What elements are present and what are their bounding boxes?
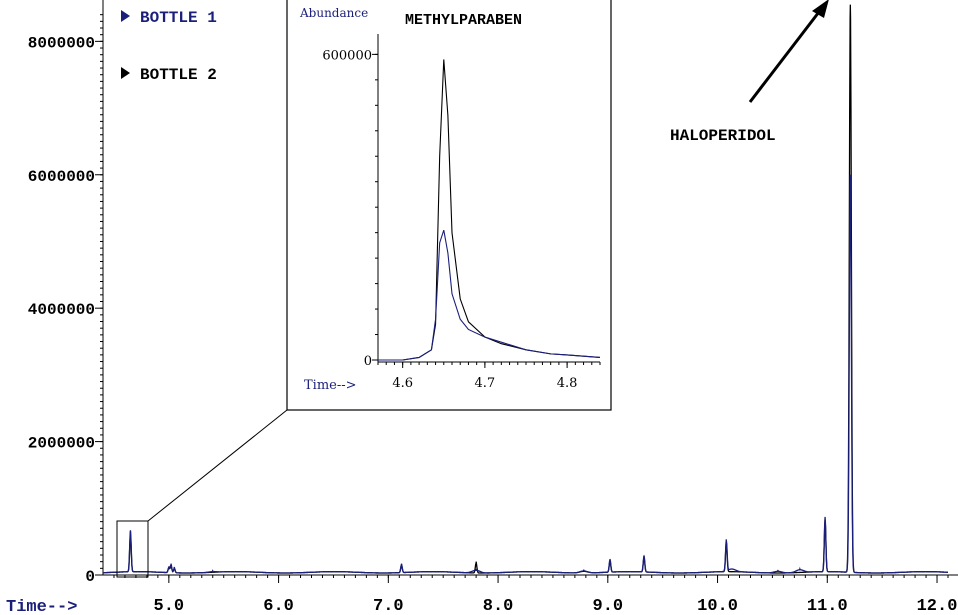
inset-series-line-bottle-1 <box>378 229 601 361</box>
inset-frame <box>286 0 612 411</box>
inset-title: METHYLPARABEN <box>405 12 522 29</box>
annotation-arrow-line <box>748 7 824 103</box>
x-tick-label: 8.0 <box>483 597 514 615</box>
y-tick-label: 8000000 <box>28 34 95 52</box>
y-tick-label: 2000000 <box>28 435 95 453</box>
x-axis-title: Time--> <box>6 598 77 615</box>
legend-item-bottle-1: BOTTLE 1 <box>121 9 217 27</box>
x-axis-ticks: 5.0 6.0 7.0 8.0 9.0 10.0 11.0 12.0 <box>154 575 958 615</box>
inset-chart: Abundance METHYLPARABEN 4.6 4.7 4.8 0 60000… <box>286 0 612 411</box>
zoom-region-box <box>116 520 149 578</box>
x-tick-label: 9.0 <box>593 597 624 615</box>
series-line-bottle-1 <box>102 174 949 574</box>
main-axes: 5.0 6.0 7.0 8.0 9.0 10.0 11.0 12.0 0 2000000 4000… <box>28 0 958 615</box>
x-tick-label: 12.0 <box>917 597 958 615</box>
main-minor-ticks <box>100 14 949 578</box>
inset-y-tick-label: 0 <box>364 354 372 369</box>
x-tick-label: 6.0 <box>263 597 294 615</box>
inset-x-tick-label: 4.8 <box>557 376 578 391</box>
inset-y-axis-title: Abundance <box>299 6 368 20</box>
legend-label-bottle-2: BOTTLE 2 <box>140 66 217 84</box>
legend-item-bottle-2: BOTTLE 2 <box>121 66 217 84</box>
legend: BOTTLE 1 BOTTLE 2 <box>121 9 217 84</box>
annotation-arrow-head <box>812 0 829 18</box>
main-series-group <box>102 4 949 574</box>
x-tick-label: 7.0 <box>373 597 404 615</box>
inset-x-axis-title: Time--> <box>304 378 357 393</box>
zoom-connector-line <box>147 409 288 522</box>
inset-y-axis-ticks: 0 600000 <box>322 48 378 369</box>
y-axis-ticks: 0 2000000 4000000 6000000 8000000 <box>28 34 103 586</box>
x-tick-label: 5.0 <box>154 597 185 615</box>
y-tick-label: 4000000 <box>28 301 95 319</box>
haloperidol-annotation: HALOPERIDOL <box>670 0 829 145</box>
annotation-label: HALOPERIDOL <box>670 127 776 145</box>
x-tick-label: 10.0 <box>697 597 738 615</box>
inset-x-tick-label: 4.6 <box>392 376 413 391</box>
legend-marker-bottle-1 <box>121 10 130 22</box>
inset-y-tick-label: 600000 <box>322 48 372 63</box>
legend-label-bottle-1: BOTTLE 1 <box>140 9 217 27</box>
x-tick-label: 11.0 <box>807 597 848 615</box>
y-tick-label: 6000000 <box>28 168 95 186</box>
inset-x-axis-ticks: 4.6 4.7 4.8 <box>392 362 577 391</box>
y-tick-label: 0 <box>85 568 95 586</box>
legend-marker-bottle-2 <box>121 67 130 79</box>
inset-series-group <box>378 59 601 361</box>
inset-x-tick-label: 4.7 <box>475 376 496 391</box>
